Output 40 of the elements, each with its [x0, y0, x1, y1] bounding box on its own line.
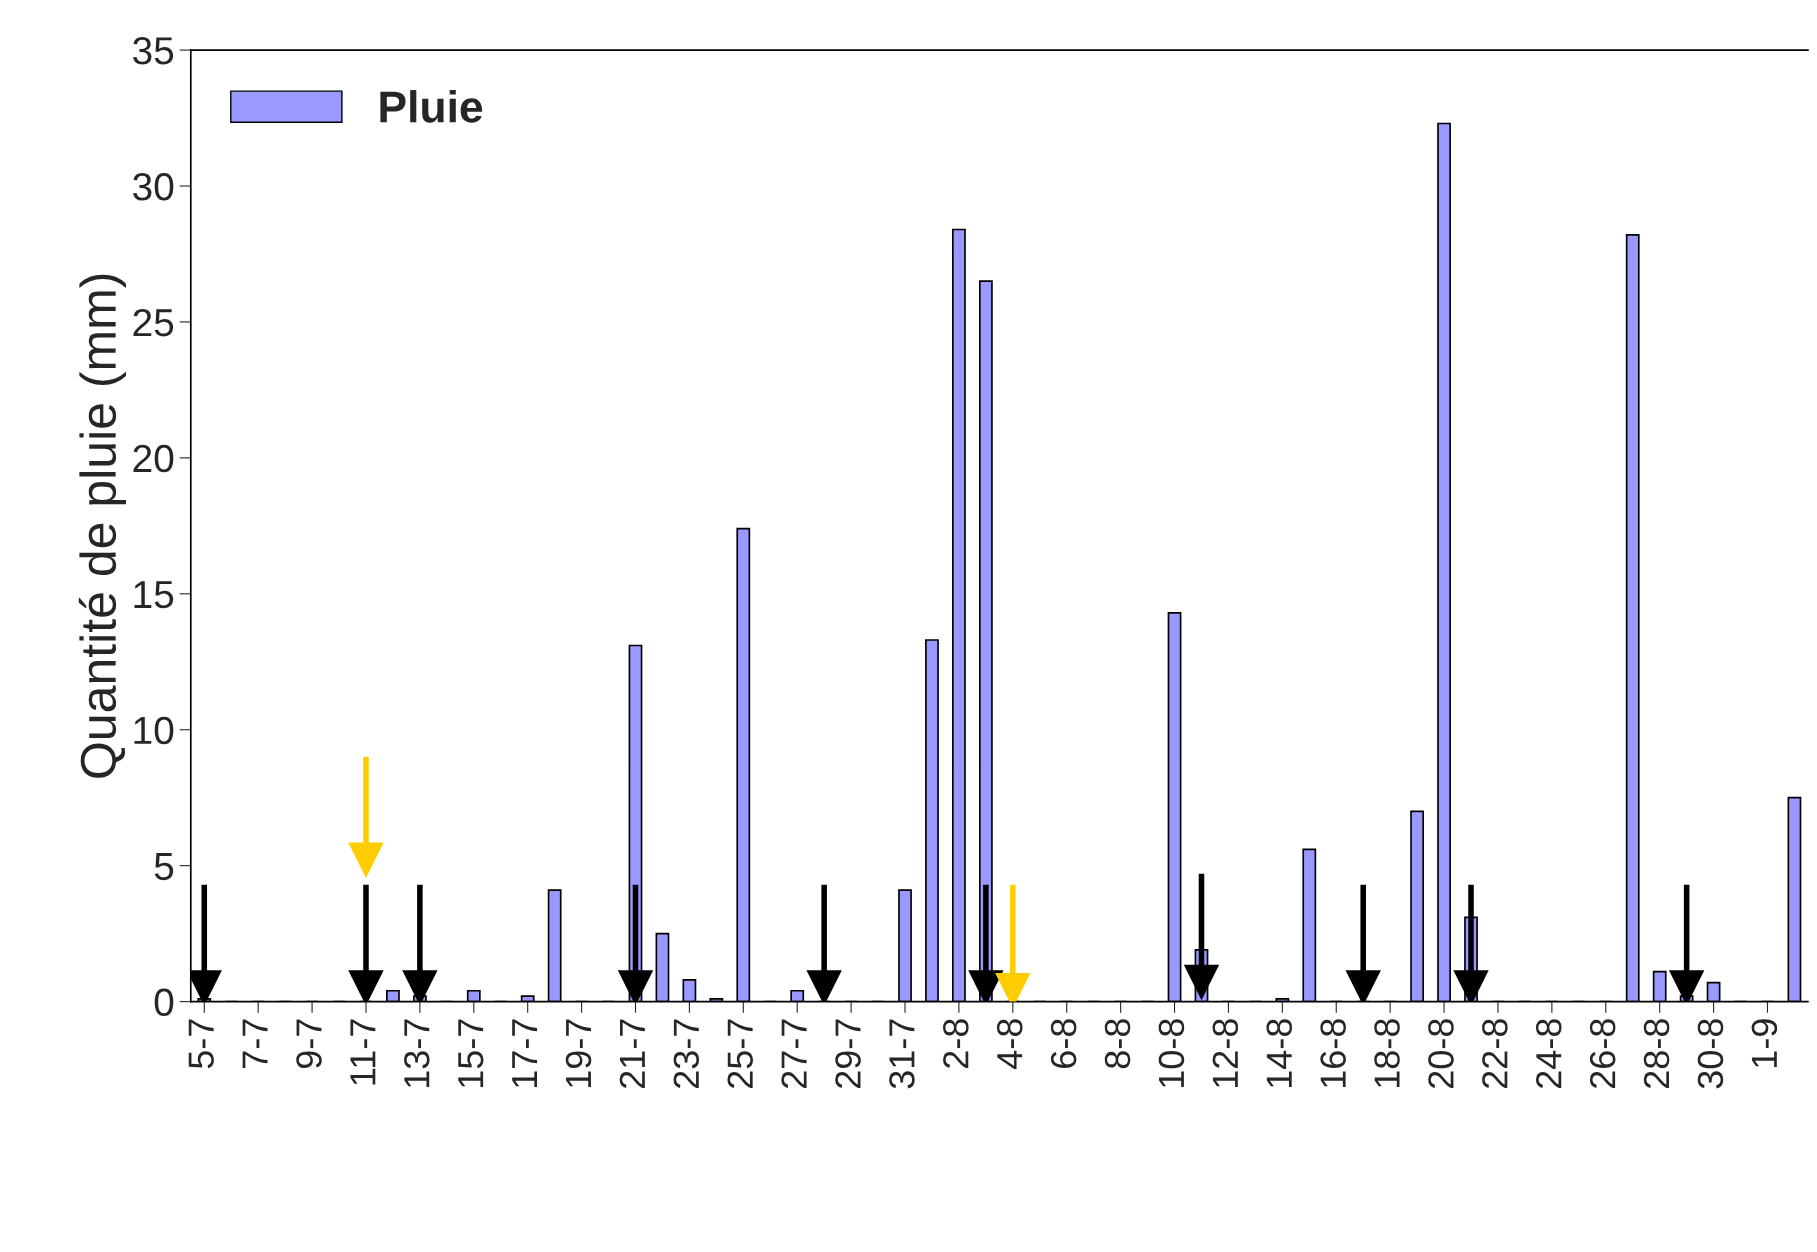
x-tick-label: 30-8	[1697, 1019, 1724, 1089]
legend-label: Pluie	[380, 90, 483, 123]
x-tick-label: 24-8	[1535, 1019, 1562, 1089]
y-tick-label: 35	[133, 37, 174, 65]
x-tick-label: 9-7	[296, 1019, 322, 1069]
x-tick-label: 1-9	[1751, 1019, 1778, 1068]
y-tick-label: 0	[154, 988, 174, 1017]
x-tick-label: 20-8	[1428, 1019, 1454, 1089]
x-tick-label: 13-7	[404, 1019, 430, 1088]
x-tick-label: 26-8	[1589, 1019, 1616, 1089]
x-tick-label: 21-7	[619, 1019, 645, 1089]
x-tick-label: 4-8	[996, 1019, 1023, 1069]
x-tick-label: 11-7	[350, 1019, 376, 1085]
y-tick-label: 25	[133, 308, 174, 337]
x-tick-label: 7-7	[242, 1019, 268, 1068]
x-tick-label: 6-8	[1050, 1019, 1077, 1068]
y-tick-label: 15	[134, 581, 174, 609]
y-tick-label: 30	[133, 172, 174, 201]
x-tick-label: 10-8	[1158, 1019, 1185, 1088]
x-tick-label: 31-7	[889, 1019, 915, 1089]
x-tick-label: 29-7	[835, 1019, 861, 1089]
x-tick-label: 19-7	[565, 1019, 592, 1088]
y-tick-label: 10	[134, 716, 174, 745]
x-tick-label: 12-8	[1212, 1019, 1239, 1088]
x-tick-label: 28-8	[1643, 1019, 1670, 1089]
x-tick-label: 15-7	[458, 1019, 484, 1088]
x-tick-label: 27-7	[781, 1019, 807, 1089]
x-tick-label: 23-7	[673, 1019, 700, 1089]
y-tick-label: 20	[133, 444, 174, 473]
y-tick-label: 5	[154, 853, 174, 881]
y-axis-title: Quantité de pluie (mm)	[78, 274, 127, 778]
x-tick-label: 16-8	[1320, 1019, 1346, 1088]
x-tick-label: 5-7	[188, 1019, 214, 1069]
x-tick-label: 17-7	[512, 1019, 538, 1088]
x-tick-label: 2-8	[943, 1019, 969, 1068]
x-tick-label: 25-7	[727, 1019, 753, 1089]
x-tick-label: 8-8	[1104, 1019, 1131, 1069]
x-tick-label: 22-8	[1482, 1019, 1508, 1089]
x-tick-label: 18-8	[1374, 1019, 1400, 1088]
x-tick-label: 14-8	[1266, 1019, 1293, 1088]
